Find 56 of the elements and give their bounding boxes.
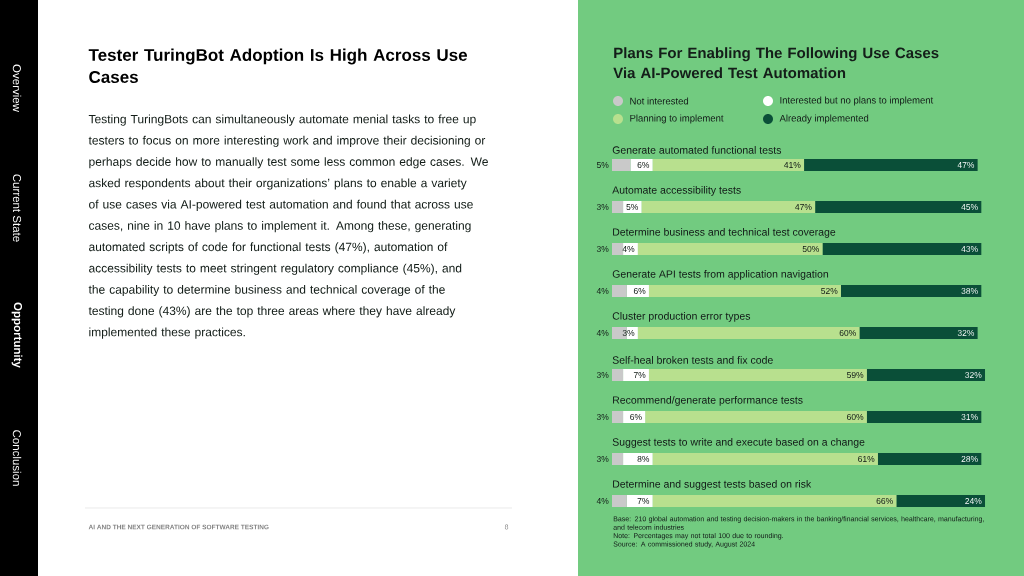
data-label: 8% [637, 456, 650, 462]
text: Conclusion [12, 430, 22, 486]
data-label: 60% [839, 330, 856, 336]
data-label: 50% [802, 246, 820, 252]
legend-label: Already implemented [779, 114, 869, 124]
data-label: 47% [795, 204, 812, 210]
data-label: 43% [961, 246, 978, 252]
data-label: 3% [596, 414, 609, 420]
text: Tester TuringBot Adoption Is High Across Use Cases [88, 48, 468, 84]
data-label: 41% [784, 162, 801, 168]
y-tick-label: Determine business and technical test coverage [613, 228, 836, 238]
data-label: 47% [957, 162, 975, 168]
data-label: 3% [596, 372, 609, 378]
data-label: 32% [965, 372, 982, 378]
y-tick-label: Generate API tests from application navigation [612, 270, 829, 280]
data-label: 24% [965, 498, 982, 504]
y-tick-label: Self-heal broken tests and fix code [612, 356, 773, 364]
data-label: 4% [596, 288, 609, 294]
data-label: 3% [596, 246, 609, 252]
legend-label: Not interested [630, 97, 689, 105]
data-label: 7% [633, 372, 646, 378]
legend-label: Planning to implement [630, 114, 724, 124]
data-label: 5% [596, 162, 609, 168]
y-tick-label: Determine and suggest tests based on risk [613, 480, 812, 490]
text: Testing TuringBots can simultaneously automate menial tasks to free up testers to focus on more interesting work and improve their decisioning or perhaps decide how to manually test some less common edge cases. We asked respondents about their organizations’ plans to enable a variety of use cases via AI-powered test automation and found that across use cases, nine in 10 have plans to implement it. Among these, generating automated scripts of code for functional tests (47%), automation of accessibility tests to meet stringent regulatory compliance (45%), and the capability to determine business and technical coverage of the testing done (43%) are the top three areas where they have already implemented these practices. [88, 114, 488, 339]
text: Overview [12, 64, 22, 112]
data-label: 31% [961, 414, 978, 420]
data-label: 6% [633, 288, 646, 294]
data-label: 6% [630, 414, 642, 420]
data-label: 7% [637, 498, 650, 504]
chart-title: Plans For Enabling The Following Use Cases Via AI-Powered Test Automation [613, 47, 939, 79]
data-label: 28% [961, 456, 978, 462]
text: Opportunity [11, 302, 23, 368]
data-label: 3% [622, 330, 635, 336]
data-label: 60% [847, 414, 864, 420]
data-label: 3% [596, 456, 609, 462]
data-label: 4% [596, 330, 609, 336]
data-label: 4% [622, 246, 635, 252]
text: Current State [12, 174, 22, 242]
data-label: 5% [626, 204, 639, 210]
data-label: 61% [858, 456, 875, 462]
y-tick-label: Recommend/generate performance tests [613, 396, 803, 406]
data-label: 45% [961, 204, 978, 210]
y-tick-label: Cluster production error types [612, 312, 751, 322]
legend-label: Interested but no plans to implement [780, 96, 934, 106]
y-tick-label: Suggest tests to write and execute based on a change [612, 438, 865, 448]
data-label: 59% [846, 372, 864, 378]
data-label: 52% [821, 288, 838, 294]
data-label: 6% [637, 162, 650, 168]
data-label: 4% [596, 498, 609, 504]
data-label: 66% [876, 498, 893, 504]
y-tick-label: Automate accessibility tests [612, 186, 741, 196]
data-label: 32% [957, 330, 975, 336]
data-label: 3% [596, 204, 609, 210]
y-tick-label: Generate automated functional tests [612, 146, 782, 154]
data-label: 38% [961, 288, 978, 294]
